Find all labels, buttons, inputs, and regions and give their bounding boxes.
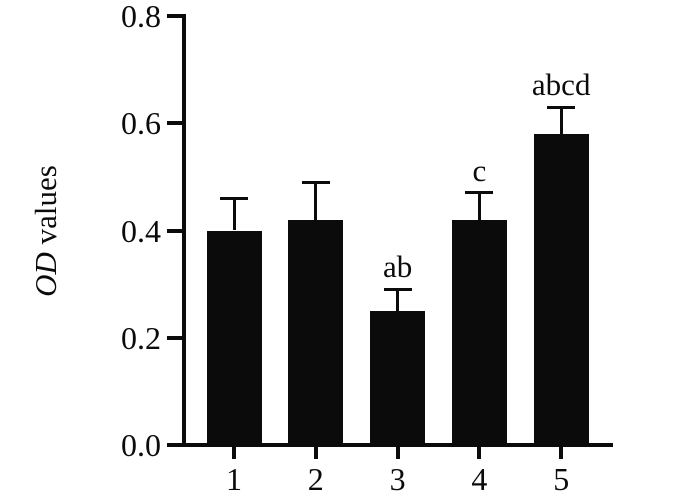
- y-axis-title: OD values: [28, 81, 63, 381]
- significance-label: abcd: [531, 67, 591, 103]
- y-tick: [167, 228, 184, 233]
- x-tick: [477, 447, 482, 459]
- y-axis-title-italic: OD: [28, 252, 63, 297]
- x-axis-line: [182, 443, 613, 447]
- x-tick: [395, 447, 400, 459]
- y-tick: [167, 443, 184, 447]
- bar: [288, 219, 344, 445]
- x-tick: [232, 447, 236, 459]
- x-tick-label: 4: [471, 461, 488, 497]
- bar: [206, 230, 262, 445]
- error-bar-stem: [477, 192, 481, 220]
- y-tick-label: 0.8: [121, 0, 161, 34]
- y-tick: [167, 14, 184, 18]
- y-tick-label: 0.6: [121, 105, 161, 142]
- error-bar-cap: [465, 191, 494, 195]
- error-bar-stem: [559, 107, 563, 134]
- x-tick-label: 5: [553, 461, 570, 497]
- bar: [451, 219, 507, 445]
- error-bar-cap: [301, 180, 330, 184]
- y-axis-line: [182, 14, 186, 447]
- x-tick: [313, 447, 318, 459]
- x-tick-label: 2: [307, 461, 324, 497]
- significance-label: ab: [382, 249, 413, 285]
- x-tick-label: 1: [226, 461, 242, 497]
- y-tick: [167, 335, 184, 340]
- error-bar-stem: [314, 182, 318, 220]
- error-bar-stem: [232, 198, 236, 231]
- error-bar-cap: [547, 105, 576, 109]
- y-tick-label: 0.4: [121, 212, 161, 249]
- error-bar-stem: [396, 289, 400, 311]
- y-tick: [167, 121, 184, 126]
- error-bar-cap: [220, 196, 248, 200]
- bar: [370, 310, 426, 445]
- bar: [533, 133, 589, 445]
- y-tick-label: 0.0: [121, 427, 161, 463]
- x-tick-label: 3: [389, 461, 406, 497]
- significance-label: c: [472, 152, 487, 188]
- y-tick-label: 0.2: [121, 319, 161, 356]
- y-axis-title-regular: values: [28, 165, 63, 253]
- error-bar-cap: [383, 287, 412, 291]
- x-tick: [559, 447, 564, 459]
